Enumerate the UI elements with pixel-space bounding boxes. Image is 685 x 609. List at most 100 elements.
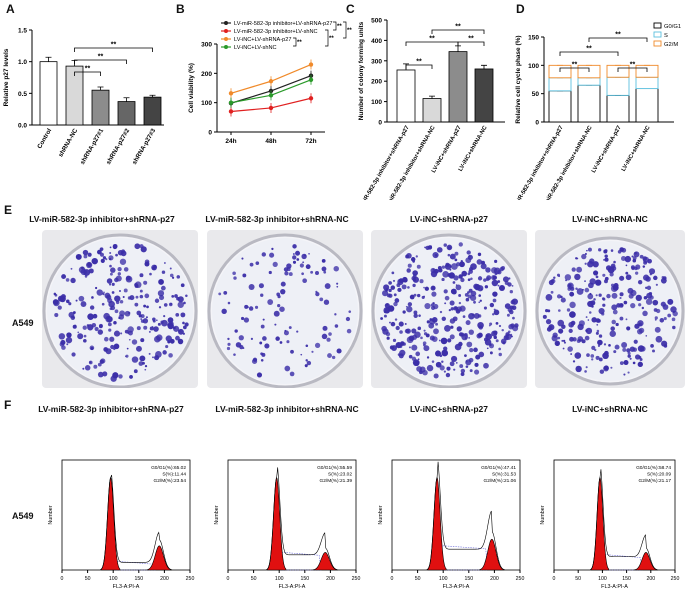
colony bbox=[66, 299, 70, 304]
d-y-tick-label: 100 bbox=[528, 63, 539, 70]
colony bbox=[633, 339, 638, 344]
colony bbox=[424, 286, 429, 291]
a-error-bar bbox=[97, 86, 104, 91]
colony bbox=[284, 271, 289, 276]
colony bbox=[497, 284, 500, 287]
a-bar bbox=[117, 101, 136, 126]
colony bbox=[425, 333, 430, 338]
flow-g1-peak bbox=[267, 476, 287, 571]
colony bbox=[594, 348, 597, 352]
colony bbox=[431, 285, 436, 290]
a-sig-label: ** bbox=[85, 66, 91, 73]
colony bbox=[395, 325, 400, 331]
colony bbox=[449, 300, 455, 306]
colony bbox=[53, 292, 57, 296]
flow-y-label: Number bbox=[214, 505, 220, 524]
colony bbox=[584, 287, 590, 293]
colony bbox=[420, 336, 423, 340]
colony bbox=[138, 361, 144, 366]
flow-x-tick-label: 250 bbox=[671, 576, 680, 582]
colony bbox=[562, 347, 565, 350]
colony bbox=[584, 252, 587, 255]
d-sig-label: ** bbox=[615, 32, 621, 39]
colony bbox=[470, 277, 473, 280]
colony bbox=[61, 274, 67, 279]
a-sig-label: ** bbox=[111, 42, 117, 49]
flow-histogram-4: 0 50 100 150 200 250 FL3-A:PI-A Number G0/G1(%):… bbox=[530, 420, 685, 606]
colony bbox=[407, 286, 410, 289]
colony bbox=[473, 347, 478, 353]
flow-stat-line: G0/G1(%):55.59 bbox=[317, 465, 352, 471]
colony bbox=[631, 255, 634, 258]
colony bbox=[407, 302, 413, 307]
colony bbox=[458, 294, 462, 297]
colony bbox=[407, 263, 412, 268]
colony bbox=[108, 328, 112, 332]
colony bbox=[465, 297, 470, 302]
c-y-tick-label: 200 bbox=[371, 79, 382, 86]
colony bbox=[336, 348, 342, 354]
colony bbox=[627, 287, 634, 294]
colony bbox=[598, 357, 603, 362]
d-legend-label: S bbox=[664, 33, 668, 39]
colony bbox=[548, 279, 554, 286]
colony bbox=[470, 290, 477, 297]
colony bbox=[489, 343, 492, 347]
a-error-bar bbox=[149, 94, 156, 98]
colony bbox=[119, 299, 124, 304]
colony bbox=[619, 296, 622, 300]
colony bbox=[305, 359, 308, 362]
colony bbox=[113, 330, 121, 337]
colony bbox=[185, 294, 188, 298]
colony bbox=[622, 347, 627, 352]
colony bbox=[134, 243, 141, 250]
colony bbox=[125, 275, 133, 283]
colony bbox=[492, 313, 495, 316]
panel-letter-d: D bbox=[516, 2, 525, 16]
colony bbox=[426, 356, 430, 359]
colony bbox=[423, 345, 430, 352]
colony bbox=[169, 267, 172, 270]
colony bbox=[629, 346, 636, 352]
colony bbox=[109, 264, 112, 268]
colony bbox=[264, 343, 270, 349]
colony bbox=[180, 312, 186, 318]
c-bar bbox=[422, 98, 442, 123]
colony bbox=[334, 324, 339, 328]
colony bbox=[626, 326, 631, 331]
colony bbox=[542, 314, 547, 319]
colony bbox=[392, 279, 396, 282]
colony bbox=[301, 253, 307, 260]
colony bbox=[488, 324, 491, 327]
colony bbox=[331, 355, 336, 360]
colony bbox=[77, 331, 80, 334]
colony bbox=[505, 333, 512, 340]
colony bbox=[601, 312, 605, 316]
colony bbox=[447, 246, 452, 250]
colony bbox=[88, 360, 93, 365]
colony bbox=[627, 354, 631, 358]
d-sig-bracket bbox=[559, 51, 619, 56]
colony bbox=[493, 308, 496, 311]
colony bbox=[182, 321, 185, 325]
colony bbox=[336, 285, 339, 288]
colony bbox=[485, 277, 490, 282]
flow-x-tick-label: 50 bbox=[251, 576, 257, 582]
colony bbox=[605, 265, 612, 271]
colony bbox=[468, 357, 474, 363]
colony bbox=[611, 319, 616, 325]
colony bbox=[139, 355, 146, 362]
colony bbox=[348, 310, 352, 313]
colony bbox=[603, 259, 605, 261]
colony bbox=[255, 261, 260, 265]
a-y-label: Relative p27 levels bbox=[3, 48, 10, 106]
colony bbox=[139, 294, 144, 299]
d-stacked-segment bbox=[635, 88, 659, 123]
colony bbox=[441, 349, 449, 357]
colony bbox=[168, 353, 173, 358]
panel-letter-a: A bbox=[6, 2, 15, 16]
colony bbox=[619, 361, 624, 365]
a-error-bar bbox=[45, 56, 52, 62]
colony bbox=[83, 334, 87, 338]
colony bbox=[386, 336, 390, 340]
